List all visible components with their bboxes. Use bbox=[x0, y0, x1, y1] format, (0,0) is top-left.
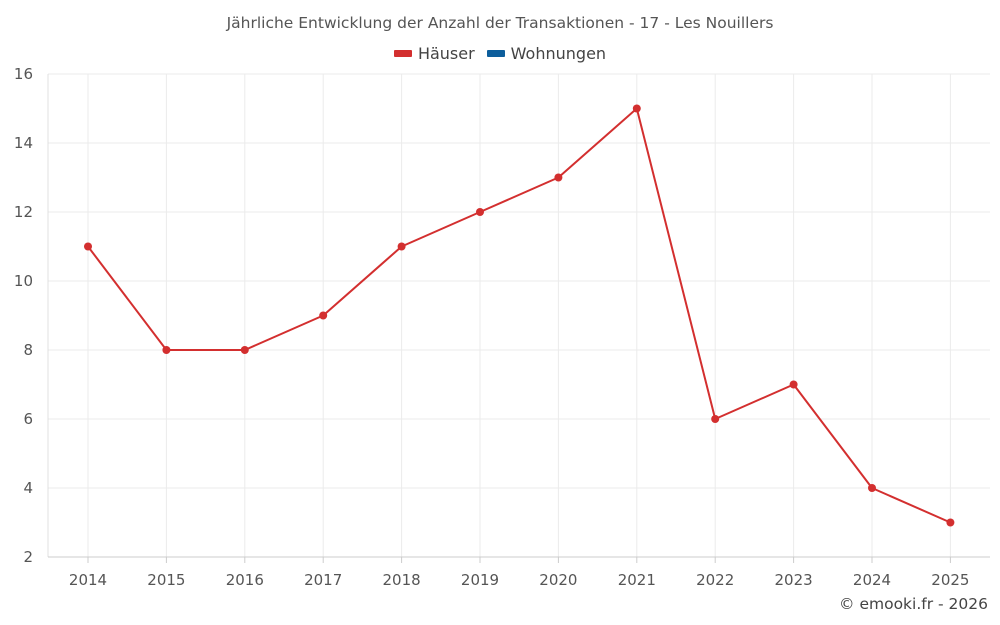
data-point bbox=[711, 415, 720, 423]
x-tick-label: 2017 bbox=[304, 571, 342, 589]
chart-legend: Häuser Wohnungen bbox=[0, 44, 1000, 63]
data-point bbox=[84, 242, 92, 251]
legend-item-haeuser[interactable]: Häuser bbox=[393, 44, 475, 63]
legend-swatch-haeuser bbox=[393, 50, 412, 57]
x-tick-label: 2024 bbox=[853, 571, 891, 589]
x-tick-label: 2019 bbox=[461, 571, 499, 589]
x-tick-label: 2014 bbox=[69, 571, 107, 589]
x-tick-label: 2015 bbox=[147, 571, 185, 589]
x-tick-label: 2016 bbox=[226, 571, 264, 589]
series-layer bbox=[84, 104, 955, 527]
data-point bbox=[868, 484, 876, 492]
data-point bbox=[632, 104, 641, 113]
y-tick-label: 14 bbox=[14, 134, 33, 152]
data-point bbox=[240, 346, 249, 354]
data-point bbox=[162, 346, 171, 354]
legend-swatch-wohnungen bbox=[486, 50, 505, 57]
x-tick-label: 2021 bbox=[618, 571, 656, 589]
credit-text: © emooki.fr - 2026 bbox=[839, 595, 988, 613]
data-point bbox=[946, 518, 955, 527]
legend-label-wohnungen: Wohnungen bbox=[510, 44, 607, 63]
y-tick-label: 8 bbox=[23, 341, 33, 359]
legend-item-wohnungen[interactable]: Wohnungen bbox=[486, 44, 607, 63]
legend-label-haeuser: Häuser bbox=[417, 44, 475, 63]
axes: 2 4 6 8 10 12 14 16 2014 2015 2016 2017 2018 2019 2020… bbox=[14, 65, 990, 589]
chart-title: Jährliche Entwicklung der Anzahl der Tra… bbox=[226, 14, 774, 32]
data-point bbox=[554, 173, 563, 182]
series-line-häuser bbox=[87, 107, 951, 524]
grid-lines bbox=[48, 73, 990, 558]
x-tick-label: 2022 bbox=[696, 571, 734, 589]
data-point bbox=[476, 208, 484, 216]
y-tick-label: 12 bbox=[14, 203, 33, 221]
data-point bbox=[397, 242, 406, 251]
y-tick-label: 16 bbox=[14, 65, 33, 83]
y-tick-label: 4 bbox=[23, 479, 33, 497]
x-tick-label: 2023 bbox=[775, 571, 813, 589]
data-point bbox=[319, 311, 328, 320]
y-tick-label: 2 bbox=[23, 548, 33, 566]
y-tick-label: 10 bbox=[14, 272, 33, 290]
x-tick-label: 2018 bbox=[383, 571, 421, 589]
x-tick-label: 2025 bbox=[931, 571, 969, 589]
y-tick-label: 6 bbox=[23, 410, 33, 428]
x-tick-label: 2020 bbox=[539, 571, 577, 589]
data-point bbox=[789, 380, 798, 389]
